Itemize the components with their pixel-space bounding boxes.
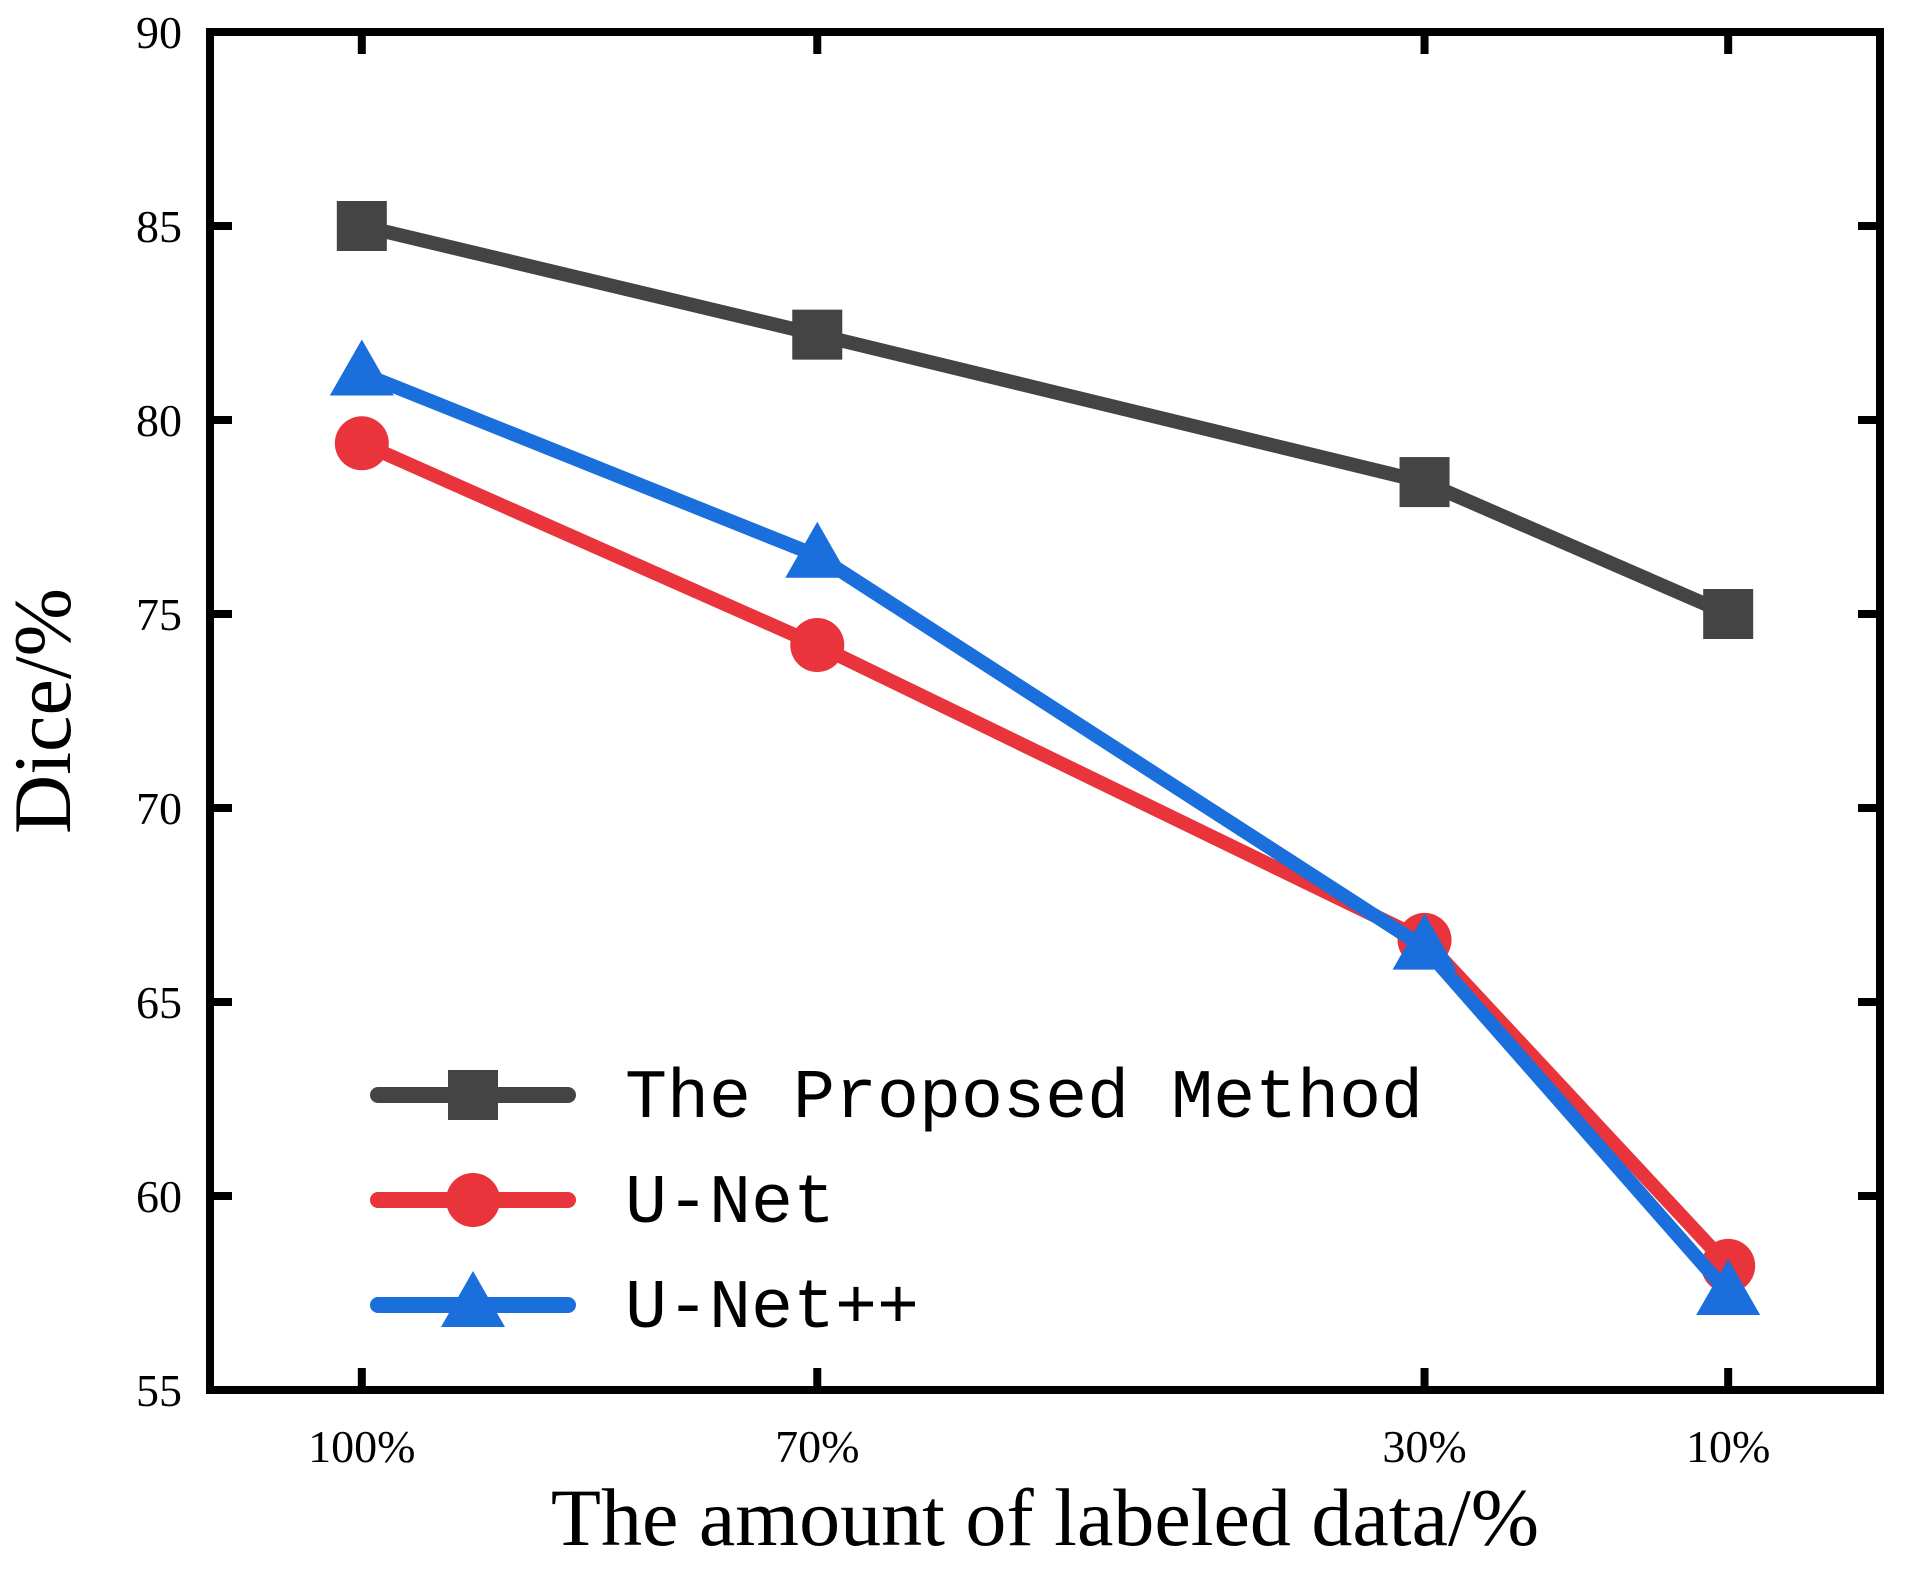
data-point-1-0 bbox=[334, 416, 389, 471]
series-layer bbox=[329, 201, 1761, 1315]
y-tick-label: 85 bbox=[136, 201, 182, 252]
plot-frame bbox=[206, 28, 1884, 1394]
legend: The Proposed Method U-Net U-Net++ bbox=[370, 1060, 1423, 1349]
legend-label: U-Net++ bbox=[625, 1270, 919, 1349]
y-axis-title: Dice/% bbox=[0, 588, 88, 834]
x-tick-label: 10% bbox=[1686, 1421, 1770, 1472]
data-point-2-2 bbox=[1392, 913, 1457, 970]
x-axis: 100% 70% 30% 10% bbox=[308, 32, 1770, 1472]
data-point-2-3 bbox=[1696, 1259, 1761, 1315]
y-tick-label: 75 bbox=[136, 589, 182, 640]
legend-label: U-Net bbox=[625, 1165, 835, 1244]
y-tick-label: 90 bbox=[136, 7, 182, 58]
legend-marker-0 bbox=[448, 1070, 498, 1120]
data-point-1-1 bbox=[790, 618, 845, 673]
y-tick-label: 65 bbox=[136, 977, 182, 1028]
x-tick-label: 30% bbox=[1382, 1421, 1466, 1472]
data-point-0-2 bbox=[1399, 457, 1450, 508]
y-tick-label: 55 bbox=[136, 1365, 182, 1416]
series-line-0 bbox=[360, 219, 1731, 621]
legend-marker-1 bbox=[446, 1173, 500, 1227]
y-tick-label: 60 bbox=[136, 1171, 182, 1222]
data-point-0-0 bbox=[336, 201, 387, 251]
data-point-0-1 bbox=[792, 309, 843, 360]
data-point-0-3 bbox=[1703, 589, 1754, 639]
y-tick-label: 70 bbox=[136, 783, 182, 834]
legend-marker-2 bbox=[441, 1271, 505, 1327]
legend-label: The Proposed Method bbox=[625, 1060, 1423, 1139]
data-point-2-0 bbox=[329, 339, 394, 396]
y-tick-label: 80 bbox=[136, 395, 182, 446]
y-axis: 55 60 65 70 75 80 85 90 bbox=[136, 7, 1880, 1416]
series-line-1 bbox=[358, 436, 1734, 1271]
series-line-2 bbox=[359, 366, 1734, 1298]
x-tick-label: 100% bbox=[308, 1421, 415, 1472]
x-tick-label: 70% bbox=[775, 1421, 859, 1472]
data-point-2-1 bbox=[785, 521, 850, 578]
x-axis-title: The amount of labeled data/% bbox=[551, 1472, 1539, 1563]
